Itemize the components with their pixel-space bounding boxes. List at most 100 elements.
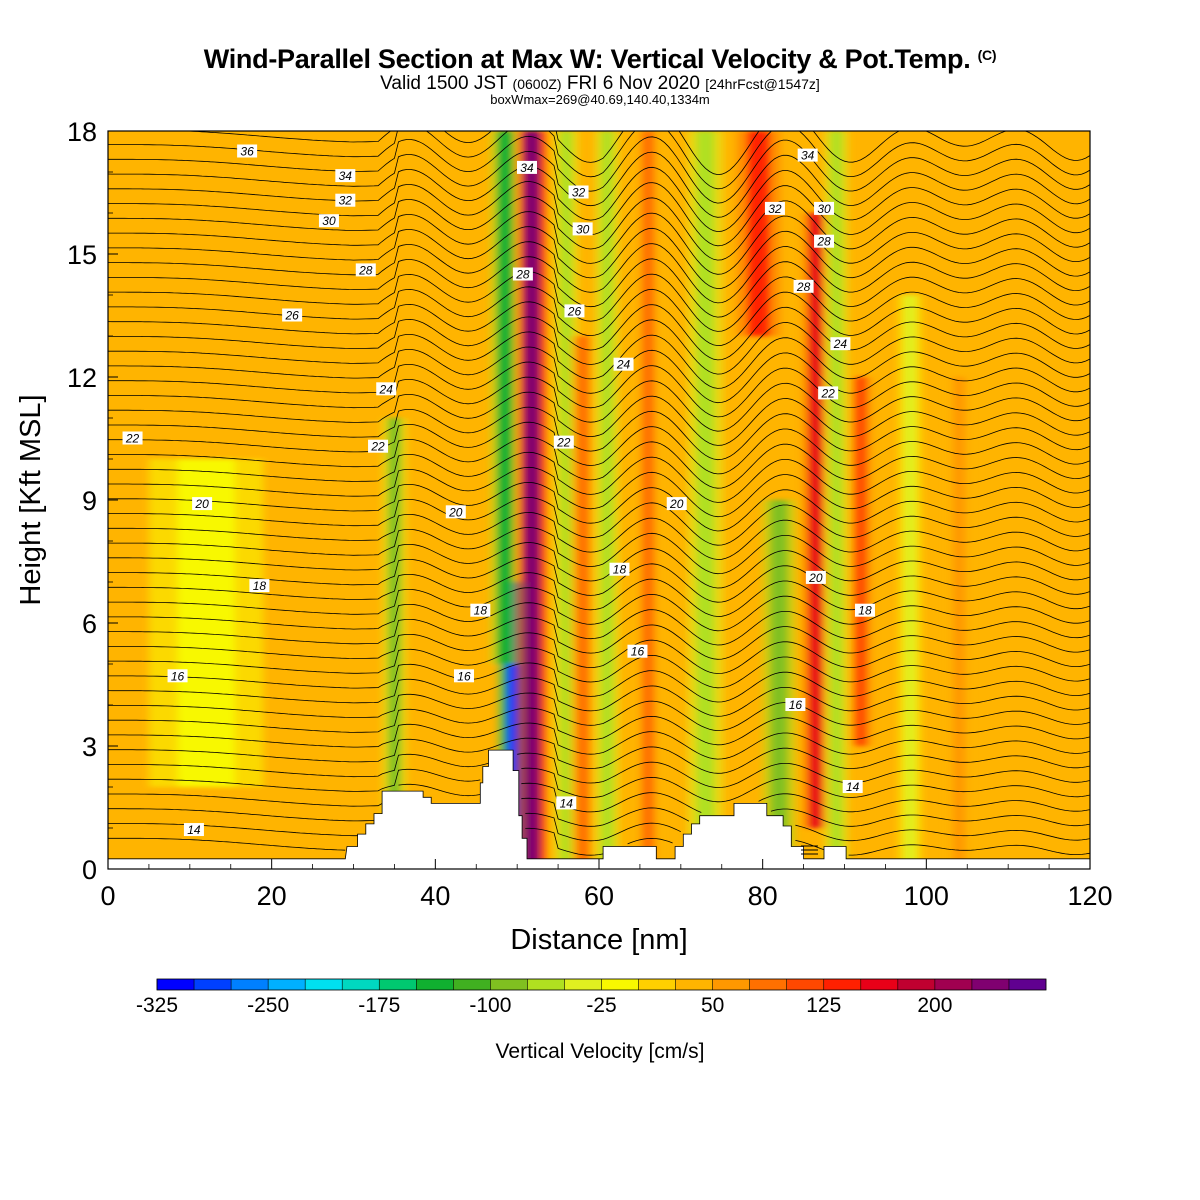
- contour-label: 24: [616, 358, 631, 372]
- contour-label-box: [335, 193, 356, 207]
- velocity-band: [904, 295, 916, 869]
- contour-label: 30: [322, 214, 336, 228]
- theta-contour-line: [108, 361, 1090, 418]
- contour-label: 24: [379, 382, 394, 396]
- theta-contour-line: [108, 782, 1090, 813]
- x-tick-label: 20: [257, 881, 287, 911]
- theta-contour-line: [108, 166, 1090, 233]
- theta-contour-line: [108, 331, 1090, 389]
- y-tick-label: 0: [82, 855, 97, 885]
- velocity-band: [854, 377, 868, 746]
- contour-label: 14: [560, 796, 574, 810]
- contour-label-box: [318, 214, 339, 228]
- contour-label: 30: [576, 222, 590, 236]
- x-tick-label: 120: [1067, 881, 1112, 911]
- contour-label: 26: [567, 304, 582, 318]
- velocity-band: [952, 377, 966, 869]
- contour-label-box: [564, 304, 585, 318]
- contour-label-box: [192, 497, 213, 511]
- theta-contour-line: [108, 135, 1090, 204]
- box-max-info: boxWmax=269@40.69,140.40,1334m: [490, 92, 710, 107]
- theta-contour-line: [108, 677, 1090, 717]
- colorbar-swatch: [527, 979, 565, 990]
- contour-label-box: [183, 823, 204, 837]
- y-axis-label: Height [Kft MSL]: [15, 394, 47, 605]
- colorbar-swatch: [712, 979, 750, 990]
- contour-label: 24: [833, 337, 848, 351]
- theta-contour-line: [108, 632, 1090, 674]
- x-tick-label: 0: [100, 881, 115, 911]
- contour-label: 16: [171, 669, 185, 683]
- colorbar-swatch: [490, 979, 528, 990]
- colorbar-tick-label: -25: [586, 994, 616, 1017]
- theta-contour-line: [108, 211, 1090, 275]
- colorbar-tick-label: -325: [136, 994, 178, 1017]
- contour-label: 18: [253, 579, 267, 593]
- velocity-band: [696, 131, 715, 869]
- y-tick-label: 18: [67, 117, 97, 147]
- contour-label-box: [368, 439, 389, 453]
- theta-contour-line: [108, 451, 1090, 503]
- theta-contour-line: [108, 286, 1090, 347]
- contour-label-box: [556, 796, 577, 810]
- theta-contour-line: [108, 827, 1090, 856]
- theta-contour-line: [108, 316, 1090, 375]
- contour-label-box: [282, 308, 303, 322]
- theta-contour-line: [108, 241, 1090, 304]
- x-axis-label: Distance [nm]: [510, 924, 687, 956]
- theta-contour-line: [108, 131, 1090, 190]
- contour-label-box: [376, 382, 397, 396]
- x-tick-label: 40: [420, 881, 450, 911]
- theta-contour-line: [108, 662, 1090, 703]
- y-tick-label: 6: [82, 609, 97, 639]
- x-axis: 0 20 40 60 80 100 120: [100, 859, 1113, 911]
- theta-contour-line: [108, 767, 1090, 803]
- contour-label: 20: [448, 505, 463, 519]
- contour-label: 22: [125, 432, 140, 446]
- colorbar-tick-label: -250: [247, 994, 289, 1017]
- contour-label: 36: [240, 145, 254, 159]
- theta-contour-line: [108, 797, 1090, 827]
- copyright-mark: (C): [977, 47, 997, 63]
- contour-label: 18: [474, 604, 488, 618]
- colorbar-tick-label: -175: [358, 994, 400, 1017]
- contour-label-box: [805, 570, 826, 584]
- contour-label-box: [613, 357, 634, 371]
- contour-label-box: [764, 201, 785, 215]
- contour-label-box: [609, 562, 630, 576]
- colorbar-swatch: [157, 979, 195, 990]
- contour-label: 22: [370, 440, 385, 454]
- terrain-hatch: [801, 845, 818, 857]
- colorbar-swatch: [934, 979, 973, 990]
- theta-contour-line: [108, 301, 1090, 361]
- contour-label-box: [553, 435, 574, 449]
- theta-contour-line: [108, 436, 1090, 489]
- forecast-info: [24hrFcst@1547z]: [705, 76, 820, 92]
- terrain: [107, 749, 1091, 870]
- theta-contour-line: [108, 226, 1090, 290]
- colorbar-frame: [156, 978, 1047, 991]
- contour-label-box: [814, 234, 835, 248]
- chart-title-main: Wind-Parallel Section at Max W: Vertical…: [203, 44, 971, 74]
- contour-label-box: [568, 185, 589, 199]
- velocity-band: [177, 459, 235, 787]
- contour-label: 34: [339, 169, 353, 183]
- theta-contour-line: [108, 602, 1090, 646]
- contour-label: 26: [284, 309, 299, 323]
- colorbar-swatch: [268, 979, 306, 990]
- contour-label: 18: [613, 563, 627, 577]
- colorbar-swatch: [638, 979, 676, 990]
- theta-contour-line: [108, 527, 1090, 575]
- theta-contour-line: [108, 587, 1090, 632]
- colorbar-tick-label: 200: [917, 994, 952, 1017]
- colorbar-swatch: [194, 979, 232, 990]
- contour-label-box: [830, 337, 851, 351]
- contour-label: 28: [816, 235, 831, 249]
- contour-label: 30: [817, 202, 831, 216]
- theta-contour-line: [108, 752, 1090, 789]
- colorbar-swatch: [305, 979, 343, 990]
- contour-label: 28: [358, 263, 373, 277]
- theta-contour-line: [108, 376, 1090, 432]
- x-tick-label: 100: [904, 881, 949, 911]
